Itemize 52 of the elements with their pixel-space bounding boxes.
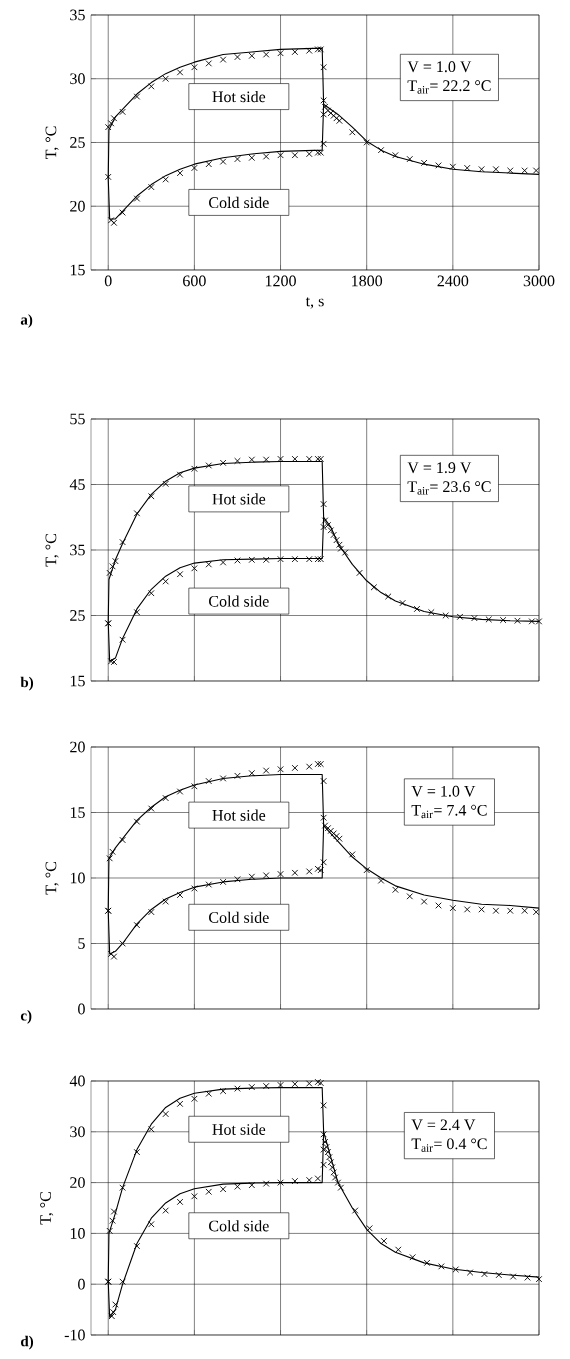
y-tick-label: 55 (70, 413, 85, 425)
text: a) (20, 314, 33, 328)
y-tick-label: 15 (70, 807, 85, 818)
annotation: Cold side (209, 595, 269, 607)
annotation: V = 1.0 V (411, 785, 476, 797)
y-tick-label: 0 (78, 1003, 85, 1015)
text: c) (20, 1010, 32, 1024)
text: d) (20, 1335, 34, 1350)
y-tick-label: 20 (70, 741, 85, 753)
y-tick-label: 35 (70, 9, 85, 21)
y-tick-label: 0 (78, 1278, 85, 1290)
y-tick-label: 40 (69, 1075, 85, 1087)
annotation: Hot side (212, 90, 266, 103)
y-tick-label: 20 (70, 1177, 85, 1188)
annotation: V = 1.9 V (407, 462, 472, 474)
x-tick-label: 2400 (437, 275, 469, 287)
y-tick-label: 10 (70, 872, 85, 884)
annotation: V = 2.4 V (411, 1119, 476, 1131)
y-tick-label: 25 (70, 610, 85, 621)
y-tick-label: -10 (64, 1329, 85, 1341)
annotation: Cold side (209, 911, 269, 923)
y-axis-title: T, °C (45, 534, 59, 567)
annotation: V = 1.0 V (407, 61, 472, 73)
annotation: Hot side (212, 809, 266, 821)
y-tick-label: 30 (70, 1126, 85, 1138)
y-tick-label: 15 (70, 675, 85, 687)
annotation: T$_{air}$= 7.4 °C (411, 804, 487, 819)
annotation: Hot side (212, 493, 266, 505)
annotation: T$_{air}$= 23.6 °C (407, 481, 491, 495)
y-tick-label: 35 (70, 544, 85, 556)
y-tick-label: 20 (70, 200, 85, 212)
x-tick-label: 3000 (523, 275, 555, 287)
annotation: T$_{air}$= 0.4 °C (411, 1138, 487, 1152)
text: b) (20, 676, 34, 691)
y-tick-label: 5 (78, 938, 85, 949)
y-axis-title: T, °C (45, 862, 59, 895)
y-tick-label: 30 (70, 73, 85, 85)
annotation: Cold side (209, 196, 269, 209)
y-axis-title: T, °C (45, 126, 59, 160)
annotation: T$_{air}$= 22.2 °C (407, 80, 491, 94)
x-tick-label: 1200 (265, 275, 296, 287)
y-tick-label: 10 (70, 1228, 85, 1239)
x-tick-label: 1800 (352, 275, 383, 287)
x-tick-label: 600 (183, 275, 206, 287)
y-tick-label: 45 (69, 479, 85, 490)
annotation: Cold side (209, 1220, 269, 1232)
y-tick-label: 25 (70, 137, 85, 148)
y-axis-title: T, °C (40, 1192, 54, 1225)
y-tick-label: 15 (70, 264, 85, 276)
annotation: Hot side (212, 1123, 266, 1135)
x-axis-title: t, s (305, 297, 324, 309)
x-tick-label: 0 (104, 275, 112, 287)
